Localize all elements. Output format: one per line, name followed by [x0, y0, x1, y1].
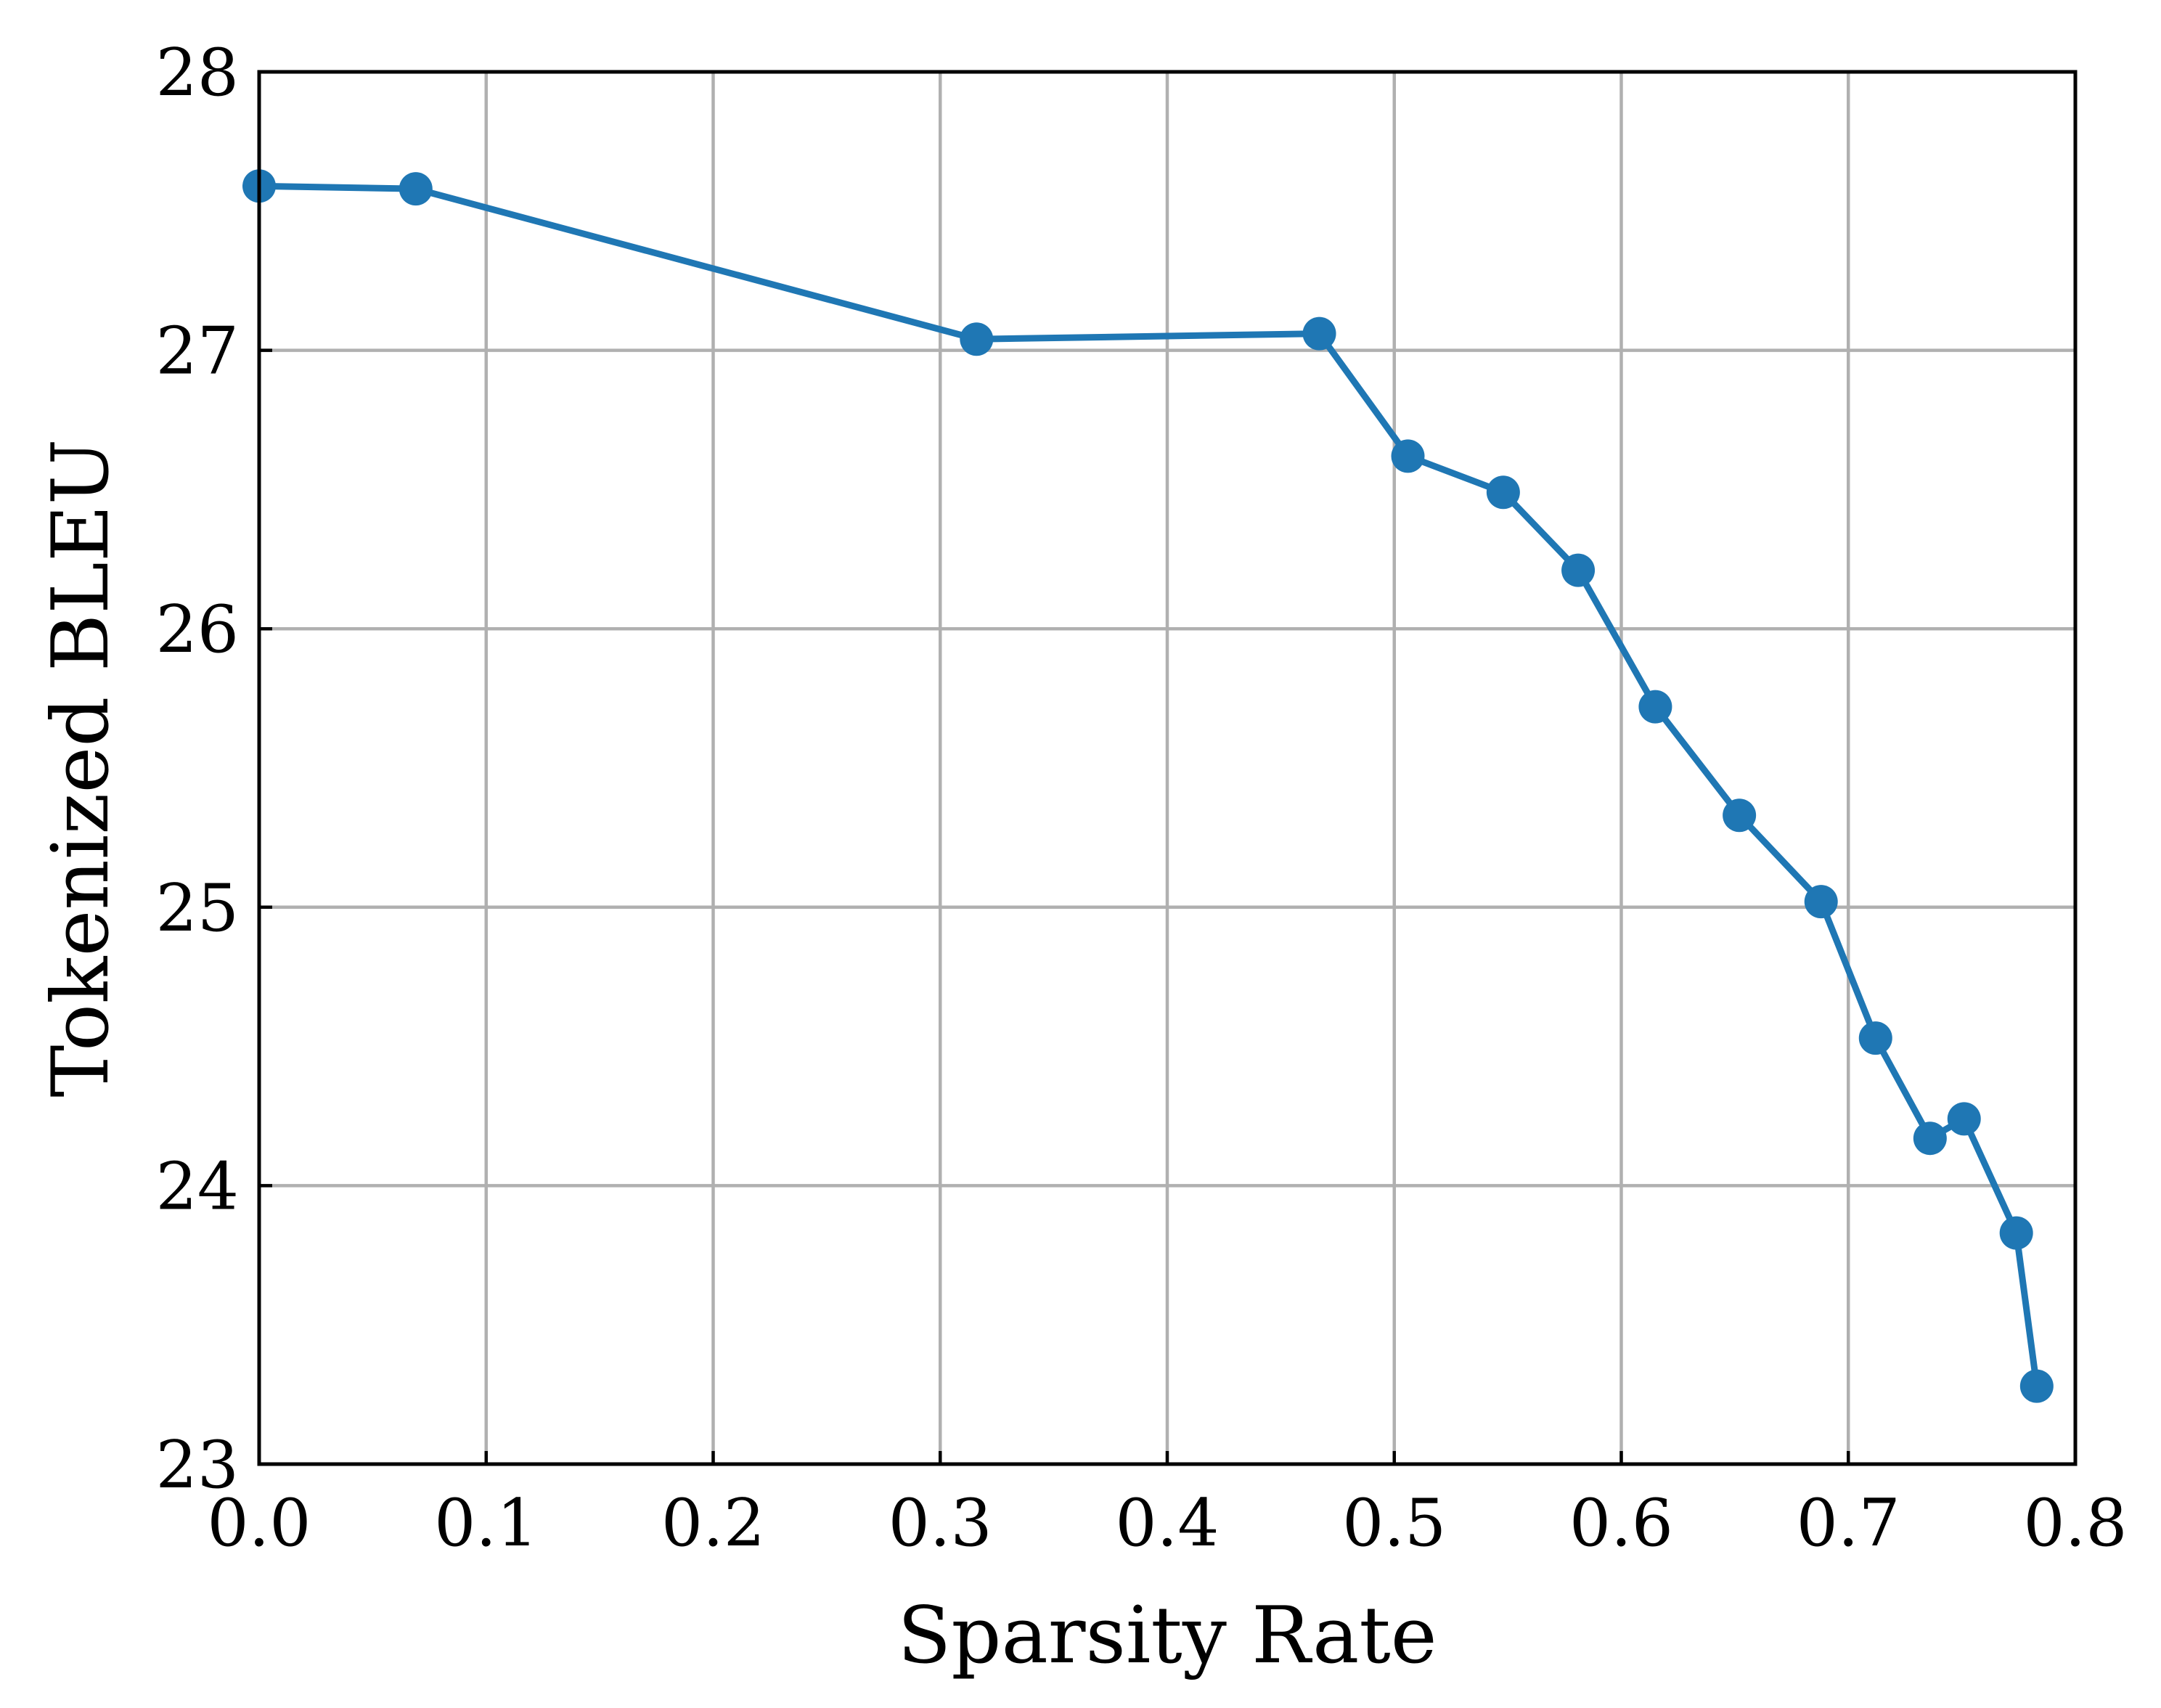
data-point — [1913, 1121, 1947, 1156]
data-point — [1947, 1102, 1981, 1136]
x-tick-label: 0.5 — [1342, 1485, 1446, 1561]
y-tick-label: 26 — [155, 592, 239, 668]
data-point — [1638, 690, 1672, 724]
x-tick-label: 0.4 — [1115, 1485, 1219, 1561]
data-point — [399, 172, 433, 206]
x-tick-label: 0.3 — [888, 1485, 992, 1561]
x-tick-label: 0.6 — [1569, 1485, 1673, 1561]
y-tick-label: 27 — [155, 314, 239, 390]
data-series — [242, 169, 2054, 1403]
x-tick-label: 0.8 — [2023, 1485, 2127, 1561]
x-tick-label: 0.0 — [207, 1485, 311, 1561]
data-point — [1804, 885, 1838, 919]
y-tick-label: 25 — [155, 870, 239, 947]
data-point — [960, 322, 994, 356]
x-tick-label: 0.7 — [1797, 1485, 1900, 1561]
data-point — [1723, 798, 1757, 833]
x-axis-label: Sparsity Rate — [897, 1590, 1437, 1681]
y-tick-label: 28 — [155, 35, 239, 111]
data-point — [1858, 1021, 1892, 1055]
x-tick-label: 0.1 — [434, 1485, 538, 1561]
data-point — [1999, 1216, 2033, 1250]
data-point — [1391, 439, 1425, 473]
tick-labels: 0.0 0.1 0.2 0.3 0.4 0.5 0.6 0.7 0.8 23 24 25 26 27 28 — [155, 35, 2127, 1561]
y-axis-label: Tokenized BLEU — [36, 438, 126, 1097]
data-point — [2019, 1369, 2054, 1403]
data-point — [1561, 553, 1596, 587]
x-tick-label: 0.2 — [661, 1485, 765, 1561]
grid — [259, 72, 2075, 1464]
y-tick-label: 24 — [155, 1148, 239, 1225]
data-point — [1302, 316, 1336, 351]
y-tick-label: 23 — [155, 1427, 239, 1503]
data-point — [1486, 475, 1520, 510]
plot-frame — [257, 70, 2078, 1466]
